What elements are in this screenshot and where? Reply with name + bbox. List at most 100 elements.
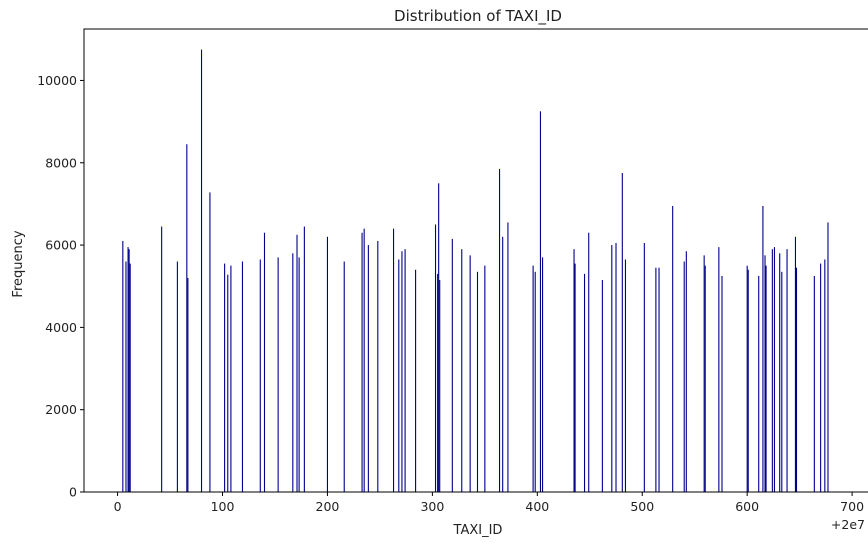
bar-9	[200, 49, 203, 492]
bar-57	[624, 259, 627, 492]
bar-48	[542, 257, 544, 492]
y-tick-label: 6000	[45, 238, 77, 253]
bar-80	[795, 267, 798, 492]
bar-64	[703, 255, 705, 492]
bar-5	[161, 226, 163, 493]
bar-14	[241, 261, 243, 492]
bar-76	[779, 253, 781, 492]
bar-84	[827, 222, 829, 492]
bar-28	[393, 228, 395, 492]
bar-56	[621, 173, 623, 493]
bar-50	[574, 263, 576, 492]
bar-30	[401, 251, 403, 492]
bar-11	[224, 263, 226, 492]
bar-62	[683, 261, 685, 492]
bar-17	[277, 257, 279, 492]
bar-13	[230, 265, 232, 492]
bar-41	[484, 265, 486, 492]
x-axis-label: TAXI_ID	[453, 523, 503, 538]
bar-22	[326, 236, 328, 492]
bar-39	[469, 255, 471, 492]
plot-frame	[83, 28, 868, 493]
bar-40	[476, 271, 479, 492]
bar-38	[461, 249, 463, 492]
bars-group	[122, 49, 829, 493]
x-tick-label: 300	[420, 499, 444, 514]
bar-53	[601, 280, 603, 492]
bar-2	[127, 247, 129, 492]
y-tick-label: 0	[69, 485, 77, 500]
bar-33	[434, 224, 437, 493]
bar-16	[263, 232, 266, 492]
x-axis-offset-label: +2e7	[831, 517, 865, 532]
x-tick-label: 400	[525, 499, 549, 514]
bar-37	[451, 238, 453, 492]
bar-8	[187, 277, 189, 492]
bar-42	[498, 168, 501, 492]
bar-74	[771, 249, 773, 492]
bar-66	[718, 247, 720, 492]
y-tick-label: 4000	[45, 320, 77, 335]
x-tick-label: 700	[840, 499, 864, 514]
bar-75	[773, 247, 776, 492]
bar-6	[176, 261, 178, 492]
bar-79	[794, 236, 796, 492]
x-tick-label: 600	[735, 499, 759, 514]
bar-52	[588, 232, 590, 492]
y-tick-label: 8000	[45, 155, 77, 170]
bar-69	[747, 269, 749, 492]
bar-0	[122, 240, 124, 492]
bar-20	[298, 257, 300, 492]
bar-45	[532, 265, 534, 492]
bar-67	[721, 275, 723, 492]
bar-15	[259, 259, 261, 492]
bar-78	[786, 249, 788, 492]
y-tick-label: 2000	[45, 402, 77, 417]
bar-59	[655, 267, 657, 492]
bar-63	[685, 251, 687, 492]
bar-19	[296, 234, 298, 492]
bar-73	[765, 265, 767, 492]
bar-77	[781, 271, 783, 492]
bar-23	[343, 261, 345, 492]
bar-55	[615, 243, 617, 492]
bar-31	[404, 249, 406, 492]
bar-81	[813, 275, 815, 492]
bar-70	[758, 275, 760, 492]
bar-58	[643, 243, 645, 492]
bar-4	[129, 263, 131, 492]
bar-26	[367, 245, 369, 492]
x-tick-label: 500	[630, 499, 654, 514]
y-axis-ticks: 0 2000 4000 6000 8000 10000	[37, 73, 84, 500]
bar-65	[704, 265, 706, 492]
bar-83	[824, 259, 826, 492]
bar-47	[539, 111, 542, 492]
bar-44	[507, 222, 509, 492]
bar-29	[398, 259, 400, 492]
y-tick-label: 10000	[37, 73, 77, 88]
x-tick-label: 200	[316, 499, 340, 514]
bar-27	[377, 240, 379, 492]
bar-51	[583, 273, 586, 492]
bar-34	[437, 273, 439, 492]
y-axis-label: Frequency	[11, 230, 26, 297]
bar-54	[611, 245, 613, 492]
bar-24	[361, 232, 363, 492]
bar-3	[128, 249, 130, 492]
bar-49	[573, 249, 575, 492]
bar-25	[363, 228, 365, 492]
x-axis-ticks: 0 100 200 300 400 500 600 700	[114, 492, 864, 514]
bar-36	[439, 280, 441, 492]
bar-18	[292, 253, 294, 492]
x-tick-label: 0	[114, 499, 122, 514]
bar-82	[820, 263, 822, 492]
bar-35	[438, 183, 440, 492]
chart-title: Distribution of TAXI_ID	[394, 7, 562, 26]
bar-43	[502, 236, 504, 492]
bar-46	[534, 271, 536, 492]
bar-71	[762, 205, 764, 492]
bar-7	[186, 144, 188, 493]
bar-68	[746, 265, 748, 492]
